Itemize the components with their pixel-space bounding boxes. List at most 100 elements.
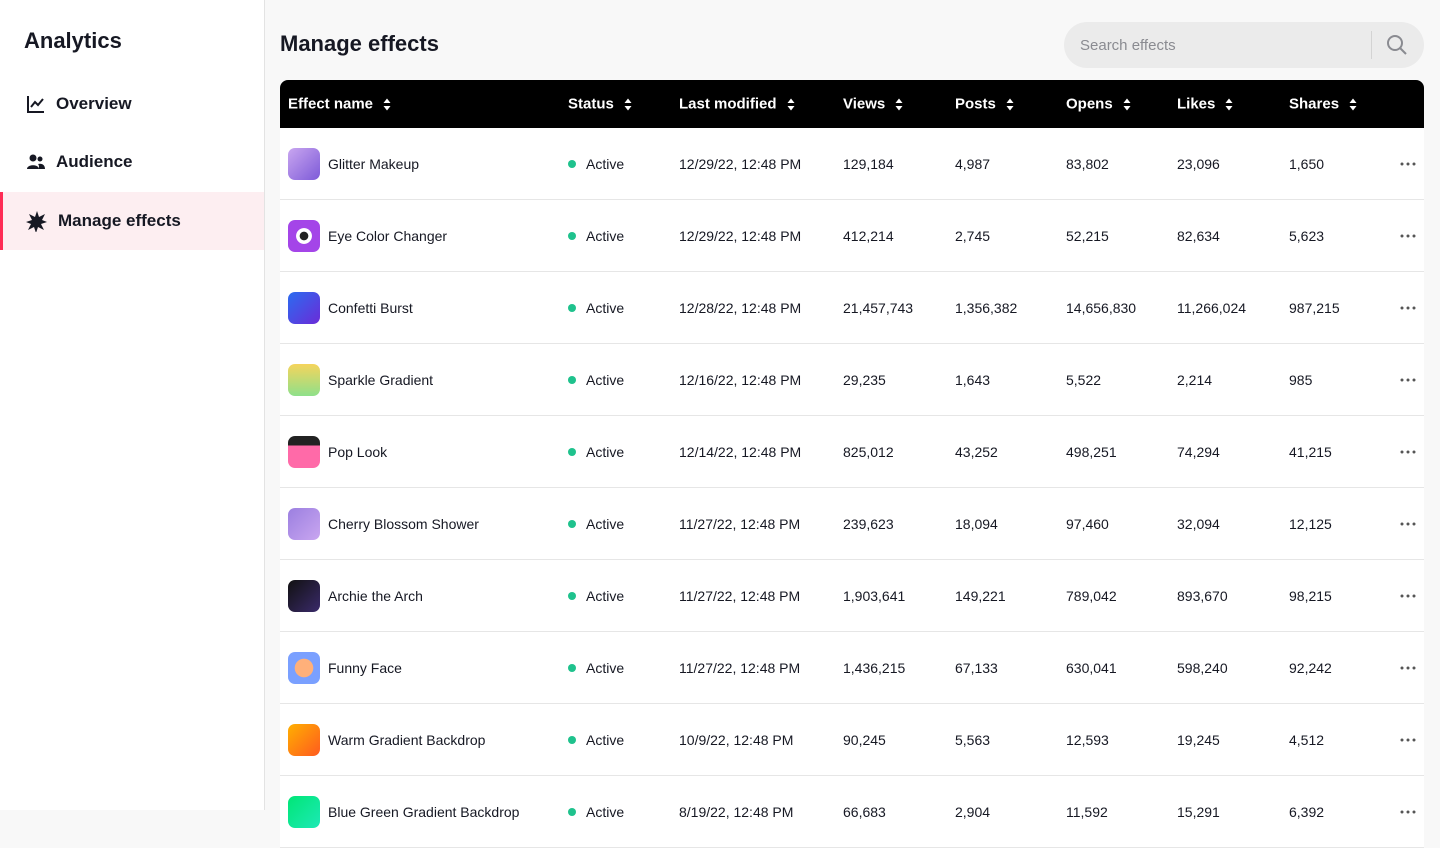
cell-text: 4,512 <box>1289 731 1325 748</box>
status-dot <box>568 735 576 744</box>
cell: 1,903,641 <box>843 588 905 604</box>
cell-text: 23,096 <box>1177 155 1220 172</box>
effect-name: Sparkle Gradient <box>328 371 434 388</box>
more-button[interactable] <box>1400 378 1416 382</box>
effect-icon <box>288 435 320 468</box>
column-header[interactable]: Views <box>843 96 903 113</box>
more-button[interactable] <box>1400 306 1416 310</box>
sort-icon <box>1349 98 1357 110</box>
column-header[interactable]: Last modified <box>679 96 795 113</box>
cell: 12,593 <box>1066 732 1109 748</box>
cell-text: 893,670 <box>1177 587 1228 604</box>
cell: 12/16/22, 12:48 PM <box>679 372 801 388</box>
column-header[interactable]: Posts <box>955 96 1014 113</box>
cell-text: 82,634 <box>1177 227 1220 244</box>
cell: 4,987 <box>955 156 990 172</box>
more-button[interactable] <box>1400 162 1416 166</box>
cell: 2,904 <box>955 804 990 820</box>
table-row: Confetti Burst Active 12/28/22, 12:48 PM 21… <box>280 272 1424 344</box>
cell: 630,041 <box>1066 660 1117 676</box>
column-label: Effect name <box>288 95 374 113</box>
cell: 66,683 <box>843 804 886 820</box>
cell-text: 11/27/22, 12:48 PM <box>679 515 801 532</box>
cell: 83,802 <box>1066 156 1109 172</box>
status-dot <box>568 447 576 456</box>
column-label: Likes <box>1177 95 1216 113</box>
table-header: Effect name Status Last modified Views Posts… <box>280 80 1424 128</box>
cell-text: 1,650 <box>1289 155 1325 172</box>
more-button[interactable] <box>1400 594 1416 598</box>
sort-icon <box>1225 98 1233 110</box>
sort-icon <box>895 98 903 110</box>
status-dot <box>568 375 576 384</box>
sort-icon <box>787 98 795 110</box>
cell: 2,214 <box>1177 372 1212 388</box>
cell-text: 5,522 <box>1066 371 1102 388</box>
cell: 10/9/22, 12:48 PM <box>679 732 793 748</box>
column-label: Last modified <box>679 95 777 113</box>
more-button[interactable] <box>1400 810 1416 814</box>
cell-text: 10/9/22, 12:48 PM <box>679 731 794 748</box>
sort-icon <box>624 98 632 110</box>
search-box[interactable]: Search effects <box>1064 22 1424 68</box>
cell: 789,042 <box>1066 588 1117 604</box>
cell-text: 498,251 <box>1066 443 1117 460</box>
cell-text: Active <box>586 731 625 748</box>
effects-table: Effect name Status Last modified Views Posts… <box>280 80 1424 848</box>
cell: Pop Look <box>288 435 387 468</box>
cell: 149,221 <box>955 588 1006 604</box>
cell: 32,094 <box>1177 516 1220 532</box>
cell-text: 66,683 <box>843 803 886 820</box>
cell-text: 15,291 <box>1177 803 1220 820</box>
more-button[interactable] <box>1400 450 1416 454</box>
effect-icon <box>288 723 320 756</box>
cell: 11/27/22, 12:48 PM <box>679 516 800 532</box>
effect-name: Funny Face <box>328 659 402 676</box>
cell: Eye Color Changer <box>288 219 447 252</box>
cell: 67,133 <box>955 660 998 676</box>
cell-text: 83,802 <box>1066 155 1109 172</box>
cell-text: 239,623 <box>843 515 894 532</box>
status-dot <box>568 159 576 168</box>
status-dot <box>568 519 576 528</box>
column-header[interactable]: Likes <box>1177 96 1233 113</box>
cell: 4,512 <box>1289 732 1324 748</box>
more-button[interactable] <box>1400 666 1416 670</box>
cell: 987,215 <box>1289 300 1340 316</box>
nav-item[interactable]: Manage effects <box>0 192 264 250</box>
effect-icon <box>288 147 320 180</box>
nav-item[interactable]: Audience <box>0 133 264 191</box>
cell-text: 92,242 <box>1289 659 1332 676</box>
cell: 23,096 <box>1177 156 1220 172</box>
nav-label: Overview <box>56 94 132 113</box>
column-label: Opens <box>1066 95 1113 113</box>
more-button[interactable] <box>1400 522 1416 526</box>
column-header[interactable]: Effect name <box>288 96 391 113</box>
table-row: Eye Color Changer Active 12/29/22, 12:48 P… <box>280 200 1424 272</box>
cell: 239,623 <box>843 516 894 532</box>
cell-text: 149,221 <box>955 587 1006 604</box>
nav-item[interactable]: Overview <box>0 75 264 133</box>
cell-text: 987,215 <box>1289 299 1340 316</box>
column-header[interactable]: Status <box>568 96 632 113</box>
cell: Active <box>568 444 624 460</box>
cell-text: 1,436,215 <box>843 659 906 676</box>
cell: Active <box>568 372 624 388</box>
cell: 15,291 <box>1177 804 1220 820</box>
cell-text: 6,392 <box>1289 803 1325 820</box>
table-row: Sparkle Gradient Active 12/16/22, 12:48 PM… <box>280 344 1424 416</box>
cell-text: Active <box>586 443 625 460</box>
more-button[interactable] <box>1400 234 1416 238</box>
cell-text: 5,623 <box>1289 227 1325 244</box>
cell-text: 11,266,024 <box>1177 299 1247 316</box>
column-header[interactable]: Shares <box>1289 96 1357 113</box>
cell-text: 52,215 <box>1066 227 1109 244</box>
table-row: Archie the Arch Active 11/27/22, 12:48 PM 1… <box>280 560 1424 632</box>
cell: 498,251 <box>1066 444 1117 460</box>
column-header[interactable]: Opens <box>1066 96 1131 113</box>
cell: Confetti Burst <box>288 291 413 324</box>
cell: 129,184 <box>843 156 894 172</box>
more-button[interactable] <box>1400 738 1416 742</box>
cell: 6,392 <box>1289 804 1324 820</box>
effect-icon <box>288 363 320 396</box>
